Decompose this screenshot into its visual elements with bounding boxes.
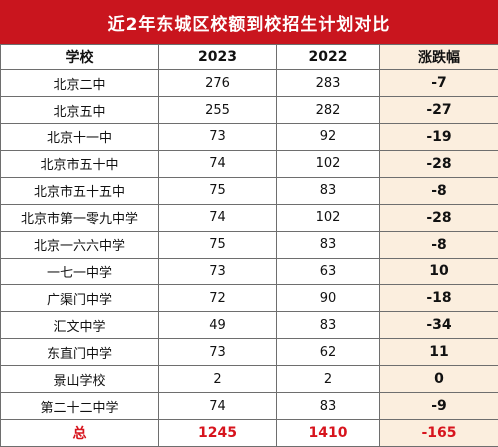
page-title: 近2年东城区校额到校招生计划对比 [107, 14, 391, 35]
school-name-cell: 东直门中学 [0, 338, 159, 367]
school-name-cell: 一七一中学 [0, 257, 159, 286]
count-2023-cell: 255 [158, 96, 277, 124]
count-2022-cell: 83 [276, 176, 380, 205]
school-name-cell: 第二十二中学 [0, 392, 159, 420]
change-cell: -9 [379, 392, 498, 420]
table-body: 北京二中 276 283 -7 北京五中 255 282 -27 北京十一中 7… [0, 69, 498, 447]
column-header-change: 涨跌幅 [379, 43, 498, 71]
count-2023-cell: 74 [158, 149, 277, 178]
school-name-cell: 汇文中学 [0, 311, 159, 340]
enrollment-comparison-table: 学校 2023 2022 涨跌幅 北京二中 276 283 -7 北京五中 25… [0, 43, 498, 447]
count-2022-cell: 283 [276, 69, 380, 98]
table-row: 景山学校 2 2 0 [0, 365, 498, 394]
total-change-cell: -165 [379, 418, 498, 447]
count-2023-cell: 74 [158, 392, 277, 420]
change-cell: -8 [379, 176, 498, 205]
count-2022-cell: 83 [276, 392, 380, 420]
count-2023-cell: 2 [158, 365, 277, 394]
school-name-cell: 北京市五十中 [0, 149, 159, 178]
count-2023-cell: 74 [158, 203, 277, 232]
count-2023-cell: 75 [158, 230, 277, 259]
school-name-cell: 北京市第一零九中学 [0, 203, 159, 232]
school-name-cell: 北京市五十五中 [0, 176, 159, 205]
school-name-cell: 北京一六六中学 [0, 230, 159, 259]
change-cell: -18 [379, 284, 498, 313]
table-row: 北京十一中 73 92 -19 [0, 123, 498, 151]
change-cell: 10 [379, 257, 498, 286]
table-row: 北京二中 276 283 -7 [0, 69, 498, 98]
count-2023-cell: 75 [158, 176, 277, 205]
table-row: 广渠门中学 72 90 -18 [0, 284, 498, 313]
total-2023-cell: 1245 [158, 418, 277, 447]
table-row: 北京市第一零九中学 74 102 -28 [0, 203, 498, 232]
change-cell: -19 [379, 123, 498, 151]
total-2022-cell: 1410 [276, 418, 380, 447]
count-2022-cell: 2 [276, 365, 380, 394]
count-2022-cell: 102 [276, 203, 380, 232]
count-2023-cell: 73 [158, 123, 277, 151]
header-row: 学校 2023 2022 涨跌幅 [0, 43, 498, 71]
change-cell: -28 [379, 149, 498, 178]
count-2022-cell: 102 [276, 149, 380, 178]
count-2022-cell: 83 [276, 230, 380, 259]
school-name-cell: 广渠门中学 [0, 284, 159, 313]
count-2022-cell: 63 [276, 257, 380, 286]
change-cell: -27 [379, 96, 498, 124]
count-2023-cell: 72 [158, 284, 277, 313]
table-row: 北京市五十中 74 102 -28 [0, 149, 498, 178]
total-row: 总 1245 1410 -165 [0, 418, 498, 447]
change-cell: -28 [379, 203, 498, 232]
school-name-cell: 北京二中 [0, 69, 159, 98]
table-row: 北京一六六中学 75 83 -8 [0, 230, 498, 259]
count-2023-cell: 73 [158, 257, 277, 286]
table-row: 第二十二中学 74 83 -9 [0, 392, 498, 420]
column-header-2022: 2022 [276, 43, 380, 71]
column-header-2023: 2023 [158, 43, 277, 71]
table-row: 北京市五十五中 75 83 -8 [0, 176, 498, 205]
table-row: 北京五中 255 282 -27 [0, 96, 498, 124]
change-cell: -8 [379, 230, 498, 259]
change-cell: 0 [379, 365, 498, 394]
table-row: 一七一中学 73 63 10 [0, 257, 498, 286]
count-2023-cell: 49 [158, 311, 277, 340]
count-2023-cell: 73 [158, 338, 277, 367]
count-2022-cell: 90 [276, 284, 380, 313]
count-2023-cell: 276 [158, 69, 277, 98]
count-2022-cell: 282 [276, 96, 380, 124]
count-2022-cell: 92 [276, 123, 380, 151]
table-row: 东直门中学 73 62 11 [0, 338, 498, 367]
change-cell: -34 [379, 311, 498, 340]
school-name-cell: 北京五中 [0, 96, 159, 124]
school-name-cell: 北京十一中 [0, 123, 159, 151]
change-cell: -7 [379, 69, 498, 98]
count-2022-cell: 83 [276, 311, 380, 340]
table-row: 汇文中学 49 83 -34 [0, 311, 498, 340]
title-banner: 近2年东城区校额到校招生计划对比 [0, 0, 498, 44]
count-2022-cell: 62 [276, 338, 380, 367]
change-cell: 11 [379, 338, 498, 367]
column-header-school: 学校 [0, 43, 159, 71]
total-label-cell: 总 [0, 418, 159, 447]
school-name-cell: 景山学校 [0, 365, 159, 394]
